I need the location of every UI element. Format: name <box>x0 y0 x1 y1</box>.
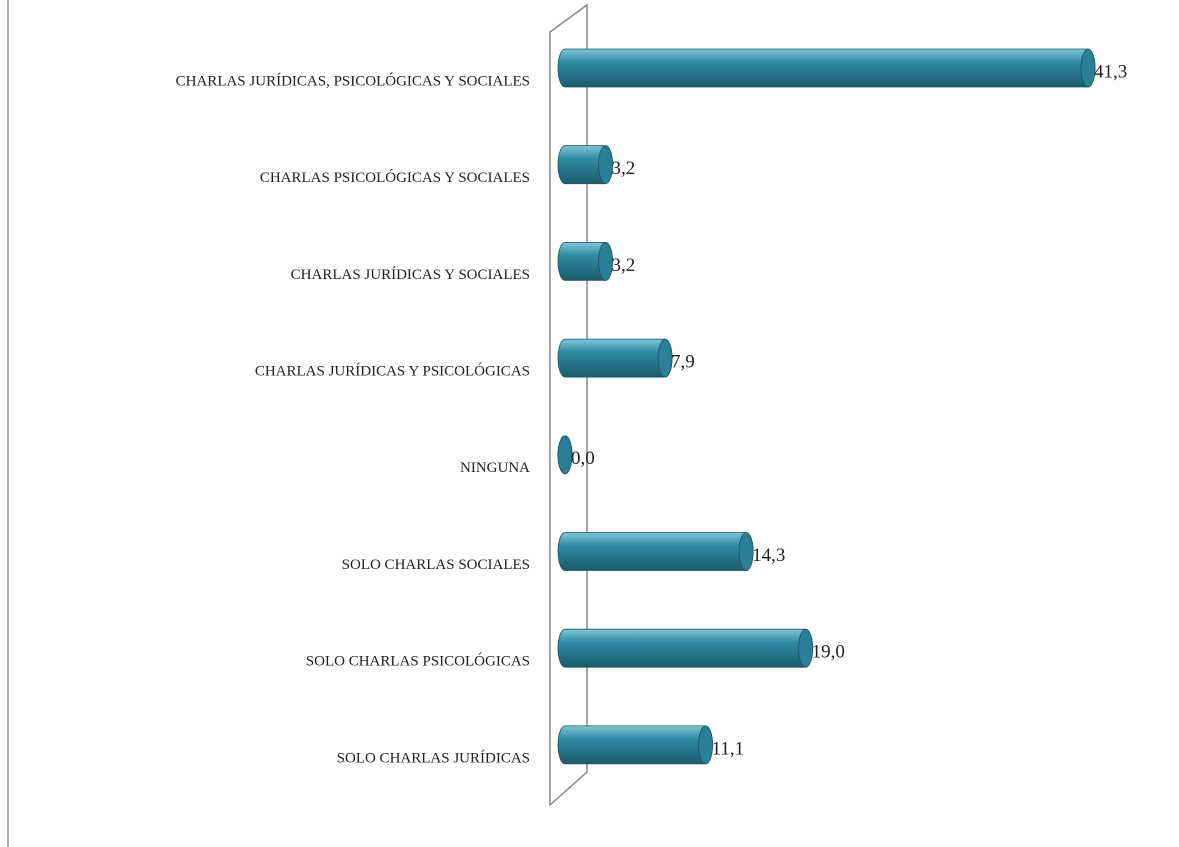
bar <box>557 435 573 475</box>
bar <box>557 145 613 185</box>
bar <box>557 241 613 281</box>
value-label: 19,0 <box>812 642 845 663</box>
bar <box>557 48 1096 88</box>
bar <box>557 532 754 571</box>
category-label: CHARLAS JURÍDICAS Y PSICOLÓGICAS <box>255 363 530 380</box>
bar <box>557 338 673 378</box>
value-label: 41,3 <box>1094 61 1127 82</box>
value-label: 11,1 <box>712 738 745 759</box>
value-label: 3,2 <box>612 255 636 276</box>
category-label: CHARLAS PSICOLÓGICAS Y SOCIALES <box>260 169 530 186</box>
category-label: SOLO CHARLAS SOCIALES <box>342 557 530 573</box>
axis-wall <box>549 3 588 807</box>
value-label: 0,0 <box>571 448 595 469</box>
category-label: CHARLAS JURÍDICAS, PSICOLÓGICAS Y SOCIAL… <box>176 72 530 89</box>
category-label: NINGUNA <box>460 460 530 476</box>
category-label: SOLO CHARLAS JURÍDICAS <box>337 749 530 766</box>
value-label: 14,3 <box>752 545 785 566</box>
bar <box>557 628 814 668</box>
value-label: 7,9 <box>671 351 695 372</box>
bar <box>557 725 713 765</box>
value-label: 3,2 <box>612 158 636 179</box>
category-label: CHARLAS JURÍDICAS Y SOCIALES <box>291 266 530 283</box>
category-label: SOLO CHARLAS PSICOLÓGICAS <box>306 653 530 670</box>
